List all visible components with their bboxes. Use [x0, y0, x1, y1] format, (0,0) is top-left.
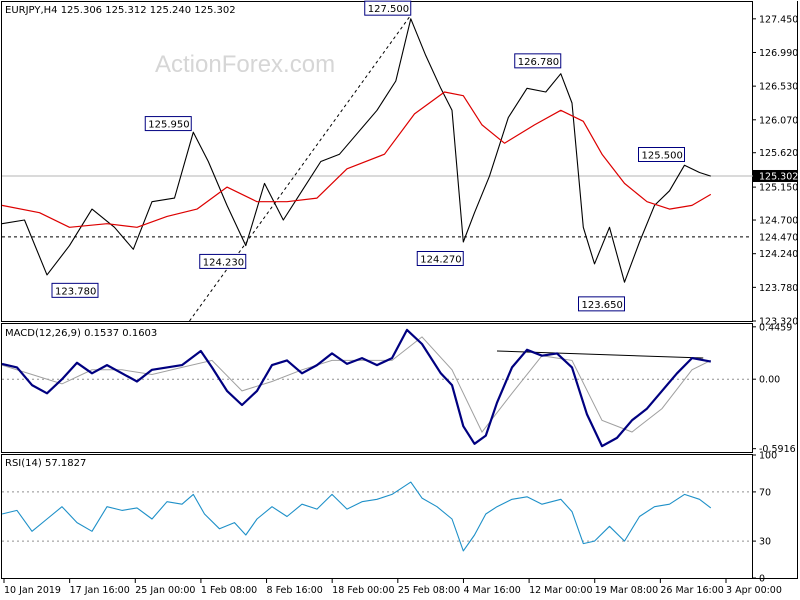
price-annotation-label: 124.270	[420, 254, 461, 265]
price-annotation-label: 126.780	[518, 57, 559, 68]
price-annotation-box	[416, 250, 464, 266]
macd-y-tick-label: 0.4459	[759, 322, 792, 333]
price-annotation-box	[638, 147, 685, 162]
price-annotation-label: 123.780	[55, 286, 96, 297]
watermark: ActionForex.com	[155, 51, 335, 78]
price-moving-average-line	[1, 91, 712, 228]
price-annotation-box	[144, 116, 192, 132]
x-tick-label: 19 Mar 08:00	[595, 585, 658, 596]
price-y-tick-label: 126.530	[759, 82, 798, 93]
price-annotation-label: 125.950	[148, 120, 189, 131]
rsi-panel-title: RSI(14) 57.1827	[5, 458, 86, 469]
x-tick-label: 12 Mar 00:00	[529, 585, 592, 596]
price-annotation-box	[514, 53, 562, 69]
price-annotation-box	[51, 282, 99, 298]
rsi-y-tick-label: 70	[759, 487, 771, 498]
macd-panel-frame	[1, 323, 753, 453]
price-annotation-label: 123.650	[582, 300, 623, 311]
support-level-tag: 124.470	[759, 232, 798, 243]
x-tick-label: 17 Jan 16:00	[70, 585, 130, 596]
x-tick-label: 4 Mar 16:00	[463, 585, 520, 596]
rsi-y-tick-label: 0	[759, 574, 765, 585]
x-tick-label: 18 Feb 00:00	[332, 585, 394, 596]
rsi-y-tick-label: 30	[759, 537, 771, 548]
price-y-tick-label: 123.320	[759, 317, 798, 328]
macd-signal-line	[1, 336, 712, 433]
current-price-tag-bg	[753, 169, 797, 182]
support-level-tag-bg	[753, 230, 797, 243]
price-y-tick-label: 126.990	[759, 48, 798, 59]
price-y-tick-label: 123.780	[759, 283, 798, 294]
price-panel-title: EURJPY,H4 125.306 125.312 125.240 125.30…	[5, 5, 236, 16]
macd-panel-title: MACD(12,26,9) 0.1537 0.1603	[5, 328, 157, 339]
x-tick-label: 25 Feb 08:00	[398, 585, 460, 596]
current-price-tag: 125.302	[759, 171, 798, 182]
price-y-tick-label: 124.240	[759, 249, 798, 260]
macd-line	[1, 328, 712, 448]
price-annotation-label: 124.230	[203, 257, 244, 268]
macd-trendline	[496, 350, 704, 359]
x-tick-label: 1 Feb 08:00	[201, 585, 257, 596]
macd-y-tick-label: -0.5916	[759, 444, 796, 455]
price-trendline	[189, 14, 412, 322]
rsi-y-tick-label: 100	[759, 451, 777, 462]
x-tick-label: 3 Apr 00:00	[726, 585, 782, 596]
price-annotation-box	[578, 296, 625, 312]
price-y-tick-label: 125.150	[759, 183, 798, 194]
price-annotation-label: 127.500	[368, 4, 409, 15]
price-y-tick-label: 124.700	[759, 216, 798, 227]
price-annotation-label: 125.500	[642, 151, 683, 162]
x-tick-label: 10 Jan 2019	[4, 585, 61, 596]
price-y-tick-label: 127.450	[759, 14, 798, 25]
price-annotation-box	[199, 253, 247, 269]
price-y-tick-label: 125.620	[759, 148, 798, 159]
macd-y-tick-label: 0.00	[759, 375, 780, 386]
x-tick-label: 25 Jan 00:00	[135, 585, 195, 596]
price-close-line	[1, 18, 711, 283]
x-tick-label: 26 Mar 16:00	[660, 585, 723, 596]
price-y-tick-label: 126.070	[759, 115, 798, 126]
price-annotation-box	[364, 0, 412, 16]
rsi-line	[1, 481, 712, 552]
x-tick-label: 8 Feb 16:00	[267, 585, 323, 596]
